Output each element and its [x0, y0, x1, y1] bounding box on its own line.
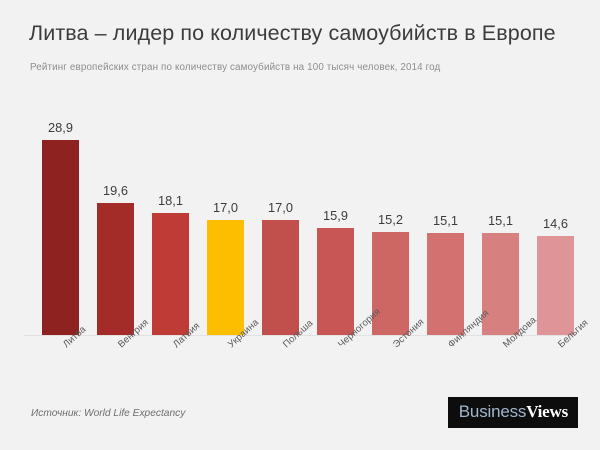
category-label-slot: Молдова: [473, 315, 539, 392]
bar-slot: 19,6: [88, 96, 143, 335]
brand-name-primary: Business: [458, 402, 527, 421]
bar-slot: 15,1: [473, 96, 528, 335]
bar-slot: 18,1: [143, 96, 198, 335]
page-title: Литва – лидер по количеству самоубийств …: [29, 21, 556, 45]
bar[interactable]: [262, 220, 299, 335]
bar[interactable]: [317, 228, 354, 335]
chart-baseline-axis: [24, 335, 576, 336]
category-label-slot: Венгрия: [88, 317, 151, 392]
category-label-slot: Латвия: [143, 321, 202, 392]
bar-value-label: 19,6: [103, 183, 128, 198]
bar[interactable]: [207, 220, 244, 335]
bar-value-label: 18,1: [158, 193, 183, 208]
businessviews-logo[interactable]: BusinessViews: [447, 397, 578, 428]
category-label-slot: Польша: [253, 318, 315, 392]
category-label-slot: Финляндия: [418, 308, 491, 392]
category-label-slot: Украина: [198, 317, 261, 392]
bar-slot: 15,2: [363, 96, 418, 335]
bar[interactable]: [42, 140, 79, 335]
bar-value-label: 15,1: [488, 213, 513, 228]
bar-value-label: 17,0: [213, 200, 238, 215]
bar[interactable]: [482, 233, 519, 335]
chart-subtitle: Рейтинг европейских стран по количеству …: [30, 62, 441, 73]
category-label-slot: Бельгия: [528, 317, 591, 392]
brand-name-secondary: Views: [526, 402, 568, 421]
bar-slot: 17,0: [198, 96, 253, 335]
bar-value-label: 15,9: [323, 208, 348, 223]
x-axis-category-labels: Литва Венгрия Латвия Украина Польша Черногори…: [0, 306, 600, 392]
bar-value-label: 28,9: [48, 120, 73, 135]
bar[interactable]: [152, 213, 189, 335]
category-label-slot: Черногория: [308, 306, 383, 392]
bar-slot: 28,9: [33, 96, 88, 335]
source-note: Источник: World Life Expectancy: [31, 408, 186, 419]
bar-value-label: 15,1: [433, 213, 458, 228]
bar-slot: 17,0: [253, 96, 308, 335]
bar-value-label: 17,0: [268, 200, 293, 215]
chart-header: Литва – лидер по количеству самоубийств …: [0, 0, 600, 96]
bar-chart-plot-area: 28,9 19,6 18,1 17,0 17,0 15,9 15,2 15,1 15,1 14,6: [0, 96, 600, 336]
bar-value-label: 15,2: [378, 212, 403, 227]
bar-slot: 15,9: [308, 96, 363, 335]
category-label-slot: Литва: [33, 324, 88, 392]
bar[interactable]: [97, 203, 134, 335]
category-label-slot: Эстония: [363, 317, 427, 392]
bar-slot: 15,1: [418, 96, 473, 335]
bar-value-label: 14,6: [543, 216, 568, 231]
bar-slot: 14,6: [528, 96, 583, 335]
bar[interactable]: [372, 232, 409, 335]
bar[interactable]: [427, 233, 464, 335]
chart-footer: Источник: World Life Expectancy Business…: [0, 392, 600, 450]
bar[interactable]: [537, 236, 574, 335]
